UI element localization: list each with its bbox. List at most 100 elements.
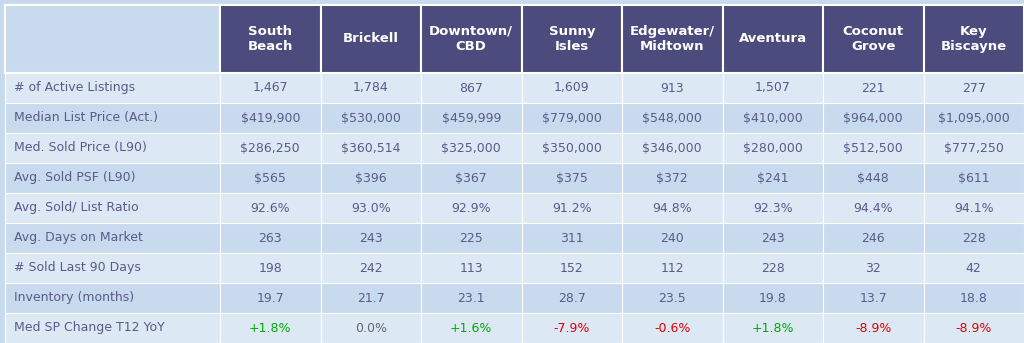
Bar: [622, 223, 723, 253]
Text: $448: $448: [857, 172, 889, 185]
Text: $375: $375: [556, 172, 588, 185]
Text: 277: 277: [962, 82, 986, 95]
Text: $565: $565: [254, 172, 286, 185]
Text: 240: 240: [660, 232, 684, 245]
Bar: [924, 103, 1024, 133]
Text: 92.9%: 92.9%: [452, 201, 492, 214]
Bar: [521, 5, 622, 73]
Text: 19.8: 19.8: [759, 292, 786, 305]
Text: $367: $367: [456, 172, 487, 185]
Bar: [723, 5, 823, 73]
Text: $779,000: $779,000: [542, 111, 602, 125]
Bar: [622, 133, 723, 163]
Text: # of Active Listings: # of Active Listings: [14, 82, 135, 95]
Bar: [924, 133, 1024, 163]
Bar: [220, 133, 321, 163]
Bar: [622, 193, 723, 223]
Bar: [421, 5, 521, 73]
Bar: [723, 313, 823, 343]
Bar: [924, 313, 1024, 343]
Bar: [321, 103, 421, 133]
Text: 113: 113: [460, 261, 483, 274]
Text: 23.5: 23.5: [658, 292, 686, 305]
Bar: [220, 103, 321, 133]
Text: 198: 198: [258, 261, 283, 274]
Text: 92.3%: 92.3%: [753, 201, 793, 214]
Text: $419,900: $419,900: [241, 111, 300, 125]
Bar: [924, 73, 1024, 103]
Bar: [723, 103, 823, 133]
Bar: [622, 283, 723, 313]
Text: 92.6%: 92.6%: [251, 201, 290, 214]
Bar: [622, 313, 723, 343]
Bar: [321, 73, 421, 103]
Text: 1,609: 1,609: [554, 82, 590, 95]
Bar: [823, 5, 924, 73]
Text: Median List Price (Act.): Median List Price (Act.): [14, 111, 158, 125]
Text: $280,000: $280,000: [742, 142, 803, 154]
Bar: [823, 253, 924, 283]
Bar: [5, 253, 220, 283]
Bar: [220, 193, 321, 223]
Bar: [723, 73, 823, 103]
Bar: [220, 5, 321, 73]
Text: 0.0%: 0.0%: [354, 321, 387, 334]
Bar: [622, 163, 723, 193]
Text: $360,514: $360,514: [341, 142, 400, 154]
Text: $530,000: $530,000: [341, 111, 400, 125]
Text: 28.7: 28.7: [558, 292, 586, 305]
Text: 228: 228: [761, 261, 784, 274]
Bar: [521, 253, 622, 283]
Text: 32: 32: [865, 261, 881, 274]
Text: $512,500: $512,500: [844, 142, 903, 154]
Text: $548,000: $548,000: [642, 111, 702, 125]
Bar: [723, 163, 823, 193]
Text: $346,000: $346,000: [642, 142, 702, 154]
Text: 243: 243: [761, 232, 784, 245]
Bar: [823, 283, 924, 313]
Bar: [220, 253, 321, 283]
Text: 93.0%: 93.0%: [351, 201, 390, 214]
Text: 94.4%: 94.4%: [853, 201, 893, 214]
Bar: [924, 163, 1024, 193]
Bar: [924, 253, 1024, 283]
Text: 242: 242: [359, 261, 383, 274]
Bar: [823, 193, 924, 223]
Bar: [5, 313, 220, 343]
Text: 246: 246: [861, 232, 885, 245]
Text: 311: 311: [560, 232, 584, 245]
Bar: [321, 193, 421, 223]
Bar: [521, 133, 622, 163]
Text: 1,784: 1,784: [353, 82, 389, 95]
Bar: [521, 103, 622, 133]
Bar: [823, 73, 924, 103]
Bar: [421, 163, 521, 193]
Bar: [823, 313, 924, 343]
Bar: [321, 5, 421, 73]
Bar: [723, 223, 823, 253]
Text: $964,000: $964,000: [844, 111, 903, 125]
Text: 91.2%: 91.2%: [552, 201, 592, 214]
Bar: [823, 133, 924, 163]
Bar: [421, 193, 521, 223]
Bar: [723, 133, 823, 163]
Text: Avg. Sold/ List Ratio: Avg. Sold/ List Ratio: [14, 201, 138, 214]
Text: Sunny
Isles: Sunny Isles: [549, 25, 595, 53]
Text: 94.1%: 94.1%: [954, 201, 993, 214]
Text: $241: $241: [757, 172, 788, 185]
Bar: [823, 103, 924, 133]
Text: # Sold Last 90 Days: # Sold Last 90 Days: [14, 261, 141, 274]
Bar: [421, 73, 521, 103]
Bar: [521, 193, 622, 223]
Bar: [521, 283, 622, 313]
Bar: [321, 163, 421, 193]
Bar: [622, 5, 723, 73]
Bar: [220, 73, 321, 103]
Bar: [421, 283, 521, 313]
Text: 263: 263: [258, 232, 282, 245]
Bar: [5, 223, 220, 253]
Bar: [421, 103, 521, 133]
Text: +1.8%: +1.8%: [752, 321, 794, 334]
Text: $611: $611: [957, 172, 989, 185]
Text: -8.9%: -8.9%: [855, 321, 892, 334]
